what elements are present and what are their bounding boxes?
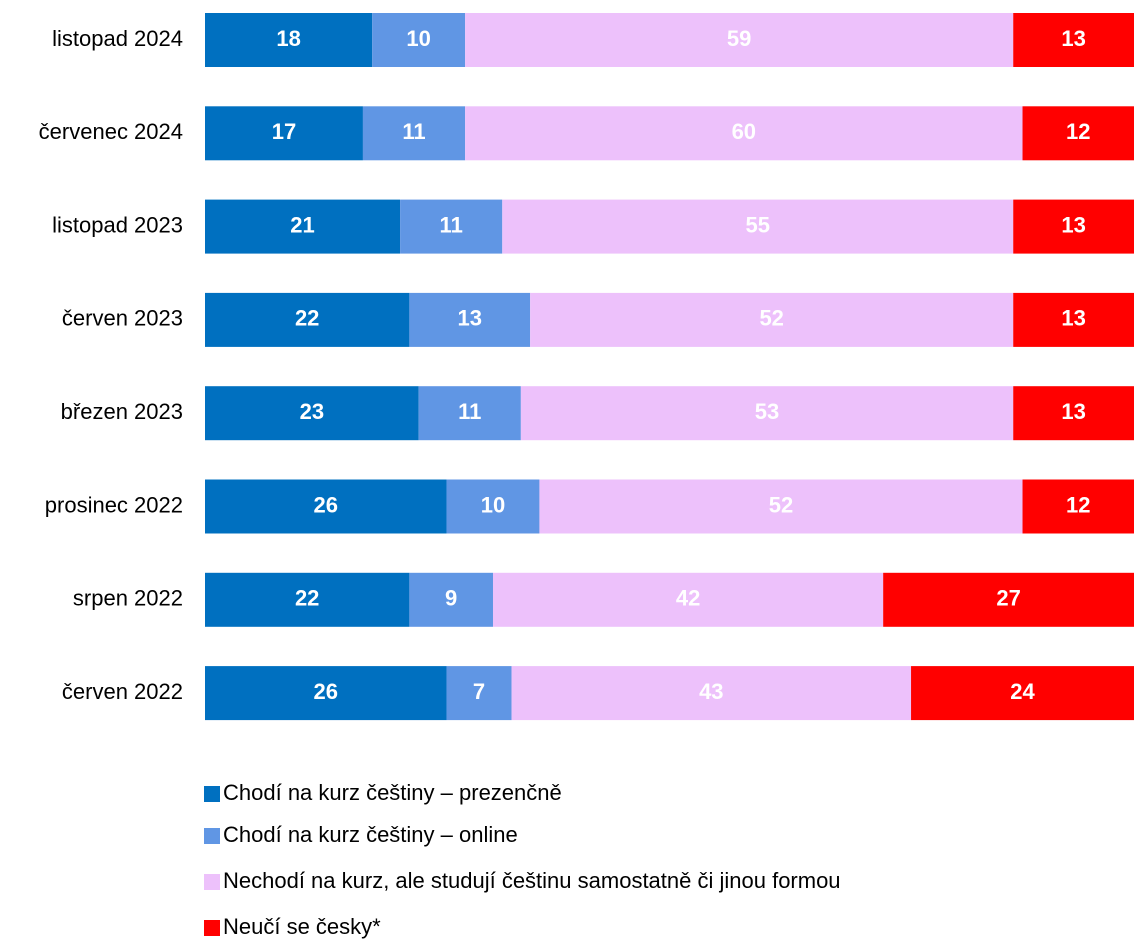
bar-segment (362, 106, 466, 161)
value-label: 52 (759, 306, 783, 331)
bar-segment (1022, 479, 1134, 534)
bar-segment (1022, 106, 1134, 161)
bar-segment (205, 106, 363, 161)
value-label: 24 (1010, 679, 1035, 704)
bar-segment (520, 386, 1014, 441)
value-label: 11 (402, 119, 425, 144)
bar-segment (1013, 199, 1134, 254)
value-label: 10 (406, 26, 430, 51)
category-label: červen 2023 (62, 306, 183, 331)
legend-label: Neučí se česky* (223, 914, 381, 939)
category-label: srpen 2022 (73, 586, 183, 611)
legend-swatch (204, 828, 220, 844)
bar-segment (372, 13, 466, 67)
legend-swatch (204, 920, 220, 936)
legend-label: Nechodí na kurz, ale studují češtinu sam… (223, 868, 841, 893)
value-label: 18 (276, 26, 300, 51)
value-label: 13 (458, 306, 482, 331)
bar-segment (409, 292, 531, 347)
bar-segment (465, 106, 1023, 161)
bar-segment (205, 13, 373, 67)
category-label: listopad 2024 (52, 26, 183, 51)
value-label: 12 (1066, 119, 1090, 144)
legend-swatch (204, 874, 220, 890)
legend-label: Chodí na kurz češtiny – online (223, 822, 518, 847)
bar-segment (465, 13, 1014, 67)
value-label: 11 (440, 212, 463, 237)
legend-label: Chodí na kurz češtiny – prezenčně (223, 780, 562, 805)
bar-segment (205, 292, 410, 347)
bar-segment (205, 479, 447, 534)
value-label: 60 (732, 119, 756, 144)
value-label: 52 (769, 492, 793, 517)
value-label: 43 (699, 679, 723, 704)
category-label: červen 2022 (62, 679, 183, 704)
bar-segment (502, 199, 1014, 254)
value-label: 12 (1066, 492, 1090, 517)
value-label: 26 (314, 679, 338, 704)
bar-segment (883, 572, 1134, 627)
category-label: březen 2023 (61, 399, 183, 424)
value-label: 13 (1061, 306, 1085, 331)
value-label: 26 (314, 492, 338, 517)
value-label: 55 (746, 212, 770, 237)
bar-segment (205, 386, 419, 441)
value-label: 17 (272, 119, 296, 144)
value-label: 22 (295, 306, 319, 331)
value-label: 13 (1061, 212, 1085, 237)
value-label: 27 (996, 586, 1020, 611)
bar-segment (409, 572, 493, 627)
value-label: 23 (300, 399, 324, 424)
bar-segment (511, 666, 912, 721)
value-label: 11 (458, 399, 481, 424)
bar-segment (911, 666, 1134, 721)
value-label: 7 (473, 679, 485, 704)
bar-segment (205, 572, 410, 627)
value-label: 9 (445, 586, 457, 611)
bar-segment (418, 386, 521, 441)
bar-segment (446, 666, 512, 721)
bar-segment (446, 479, 540, 534)
value-label: 42 (676, 586, 700, 611)
bar-segment (492, 572, 884, 627)
value-label: 10 (481, 492, 505, 517)
bar-segment (530, 292, 1014, 347)
value-label: 13 (1061, 399, 1085, 424)
legend-swatch (204, 786, 220, 802)
bar-segment (1013, 13, 1134, 67)
bar-segment (1013, 292, 1134, 347)
bar-segment (205, 666, 447, 721)
category-label: prosinec 2022 (45, 492, 183, 517)
value-label: 21 (290, 212, 314, 237)
category-label: červenec 2024 (39, 119, 183, 144)
bar-segment (205, 199, 401, 254)
value-label: 59 (727, 26, 751, 51)
bar-segment (1013, 386, 1134, 441)
value-label: 22 (295, 586, 319, 611)
value-label: 53 (755, 399, 779, 424)
bar-segment (400, 199, 503, 254)
value-label: 13 (1061, 26, 1085, 51)
category-label: listopad 2023 (52, 212, 183, 237)
bar-segment (539, 479, 1023, 534)
